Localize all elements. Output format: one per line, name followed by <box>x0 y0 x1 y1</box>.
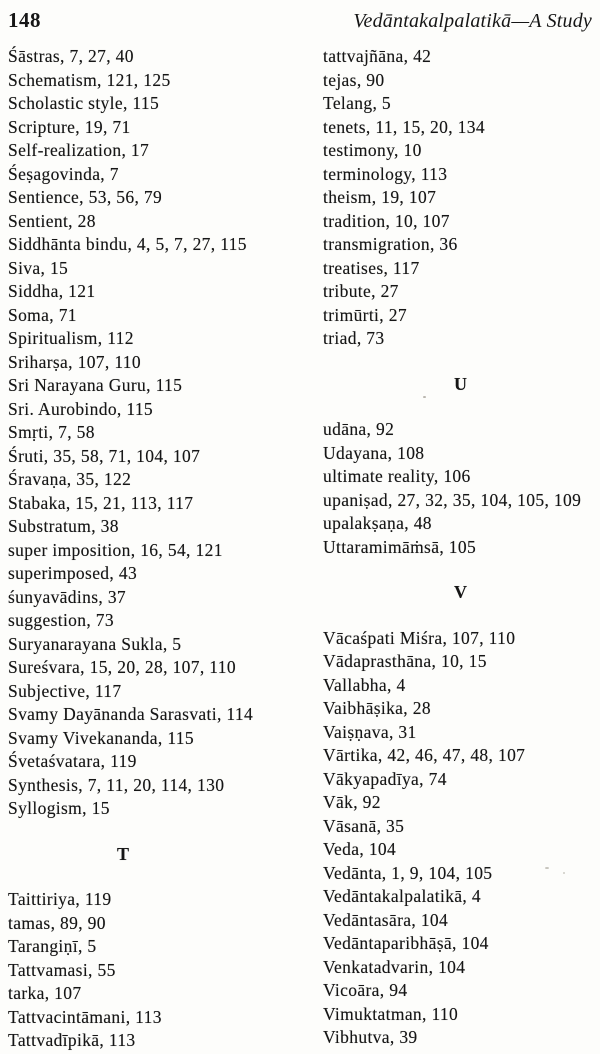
index-entry: Venkatadvarin, 104 <box>323 956 466 977</box>
index-entry: Vedāntaparibhāṣā, 104 <box>323 933 489 953</box>
index-entry: Taittiriya, 119 <box>8 889 112 909</box>
index-column-left: Śāstras, 7, 27, 40 Schematism, 121, 125 Sc… <box>8 45 323 1053</box>
index-entry: Vedāntakalpalatikā, 4 <box>323 886 481 906</box>
index-entry: udāna, 92 <box>323 419 395 439</box>
index-entry: treatises, 117 <box>323 257 420 278</box>
index-entry: triad, 73 <box>323 328 385 348</box>
section-heading-U: U <box>454 373 467 394</box>
index-entry: Sentient, 28 <box>8 210 96 231</box>
index-entry: śunyavādins, 37 <box>8 586 127 607</box>
index-entry: Spiritualism, 112 <box>8 328 134 348</box>
index-entry: theism, 19, 107 <box>323 187 437 207</box>
section-heading-T: T <box>116 843 129 864</box>
index-entry: tradition, 10, 107 <box>323 210 450 231</box>
index-entry: super imposition, 16, 54, 121 <box>8 539 223 560</box>
scan-speckle <box>423 396 426 398</box>
index-entry: Vāsanā, 35 <box>323 815 405 836</box>
scan-speckle <box>563 872 565 874</box>
index-entry: Udayana, 108 <box>323 442 425 463</box>
index-entry: transmigration, 36 <box>323 234 458 254</box>
index-entry: Tattvadīpikā, 113 <box>8 1030 136 1050</box>
index-entry: Subjective, 117 <box>8 680 122 701</box>
section-heading-V: V <box>454 582 467 602</box>
index-entry: Vibhutva, 39 <box>323 1027 418 1047</box>
index-entry: Scholastic style, 115 <box>8 93 160 113</box>
index-column-right: tattvajñāna, 42 tejas, 90 Telang, 5 tenets,… <box>323 45 598 1053</box>
index-entry: Tarangiṇī, 5 <box>8 936 97 956</box>
index-entry: Uttaramimāṁsā, 105 <box>323 536 477 557</box>
index-entry: tarka, 107 <box>8 983 82 1003</box>
index-entry: Vāk, 92 <box>323 792 381 812</box>
index-entry: Siva, 15 <box>8 257 69 278</box>
index-entry: Sri. Aurobindo, 115 <box>8 398 154 419</box>
index-entry: Vedāntasāra, 104 <box>323 909 449 930</box>
index-entry: Vācaśpati Miśra, 107, 110 <box>323 627 516 648</box>
index-entry: Siddha, 121 <box>8 281 96 301</box>
index-entry: upaniṣad, 27, 32, 35, 104, 105, 109 <box>323 489 582 510</box>
index-entry: testimony, 10 <box>323 140 422 160</box>
index-entry: Schematism, 121, 125 <box>8 69 171 90</box>
index-entry: Vākyapadīya, 74 <box>323 768 447 789</box>
index-entry: Śāstras, 7, 27, 40 <box>8 46 134 66</box>
index-entry: tribute, 27 <box>323 281 399 301</box>
index-entry: Vimuktatman, 110 <box>323 1003 459 1024</box>
page-header: 148 Vedāntakalpalatikā—A Study <box>8 8 592 33</box>
index-entry: Vallabha, 4 <box>323 674 406 695</box>
index-entry: Siddhānta bindu, 4, 5, 7, 27, 115 <box>8 234 247 254</box>
index-entry: tenets, 11, 15, 20, 134 <box>323 116 485 137</box>
index-entry: trimūrti, 27 <box>323 304 407 325</box>
index-entry: tejas, 90 <box>323 69 385 90</box>
index-entry: Vicoāra, 94 <box>323 980 408 1000</box>
index-entry: Suryanarayana Sukla, 5 <box>8 633 182 654</box>
index-entry: Tattvacintāmani, 113 <box>8 1006 162 1027</box>
index-entry: tattvajñāna, 42 <box>323 46 432 66</box>
index-entry: Sureśvara, 15, 20, 28, 107, 110 <box>8 657 236 677</box>
index-entry: Śruti, 35, 58, 71, 104, 107 <box>8 445 201 466</box>
index-entry: Vārtika, 42, 46, 47, 48, 107 <box>323 745 526 765</box>
index-entry: Svamy Dayānanda Sarasvati, 114 <box>8 704 254 724</box>
index-entry: Stabaka, 15, 21, 113, 117 <box>8 492 194 513</box>
scan-speckle <box>545 867 549 869</box>
index-entry: Śeṣagovinda, 7 <box>8 163 119 184</box>
index-entry: Telang, 5 <box>323 93 392 113</box>
page-number: 148 <box>8 8 41 32</box>
index-entry: terminology, 113 <box>323 163 448 184</box>
index-entry: Śravaṇa, 35, 122 <box>8 469 132 489</box>
index-entry: Tattvamasi, 55 <box>8 959 116 980</box>
index-entry: tamas, 89, 90 <box>8 912 106 933</box>
index-entry: Smṛti, 7, 58 <box>8 422 95 442</box>
index-entry: Synthesis, 7, 11, 20, 114, 130 <box>8 774 225 795</box>
index-entry: Vādaprasthāna, 10, 15 <box>323 651 487 671</box>
index-entry: Svamy Vivekananda, 115 <box>8 727 194 748</box>
index-entry: Sri Narayana Guru, 115 <box>8 375 183 395</box>
index-entry: ultimate reality, 106 <box>323 466 471 486</box>
index-entry: upalakṣaṇa, 48 <box>323 513 432 533</box>
index-entry: Vaiṣṇava, 31 <box>323 721 417 742</box>
index-entry: Syllogism, 15 <box>8 798 110 818</box>
index-entry: Sriharṣa, 107, 110 <box>8 351 141 372</box>
running-title: Vedāntakalpalatikā—A Study <box>353 10 592 32</box>
index-entry: suggestion, 73 <box>8 610 115 630</box>
index-entry: Self-realization, 17 <box>8 140 150 160</box>
index-entry: Scripture, 19, 71 <box>8 116 131 137</box>
index-entry: Soma, 71 <box>8 304 77 325</box>
index-entry: Vaibhāṣika, 28 <box>323 698 431 718</box>
index-entry: superimposed, 43 <box>8 563 138 583</box>
index-columns: Śāstras, 7, 27, 40 Schematism, 121, 125 Sc… <box>8 45 592 1053</box>
index-entry: Veda, 104 <box>323 839 397 859</box>
index-entry: Substratum, 38 <box>8 516 119 536</box>
index-entry: Sentience, 53, 56, 79 <box>8 187 163 207</box>
index-entry: Śvetaśvatara, 119 <box>8 751 137 771</box>
index-entry: Vedānta, 1, 9, 104, 105 <box>323 862 493 883</box>
